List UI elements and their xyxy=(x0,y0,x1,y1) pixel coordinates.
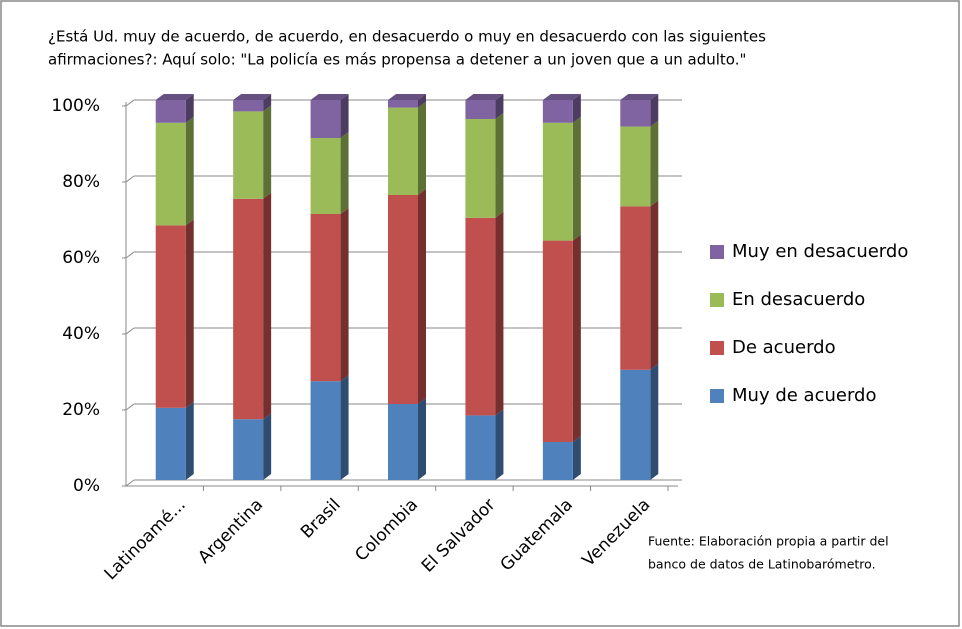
bar xyxy=(465,119,496,218)
bar-side xyxy=(263,192,272,420)
bar xyxy=(465,415,496,480)
grid-line xyxy=(125,99,135,107)
grid-line xyxy=(125,479,135,487)
bar xyxy=(310,214,341,382)
bar-side xyxy=(185,116,194,226)
bar-side xyxy=(572,94,581,123)
grid-line xyxy=(125,175,135,183)
y-tick-label: 40% xyxy=(62,324,100,344)
bar xyxy=(465,217,496,416)
legend-swatch xyxy=(710,293,724,307)
bar-side xyxy=(418,101,426,195)
bar xyxy=(542,100,573,123)
bar xyxy=(388,404,418,480)
bar xyxy=(155,407,186,480)
legend-swatch xyxy=(710,245,724,259)
bar xyxy=(233,111,264,199)
bar xyxy=(155,122,186,226)
bar-top xyxy=(155,94,194,100)
bar xyxy=(388,100,418,108)
bar xyxy=(388,107,418,195)
bar xyxy=(310,100,341,138)
bar xyxy=(233,100,264,112)
bar-side xyxy=(650,200,659,370)
y-tick-label: 0% xyxy=(73,476,100,496)
chart-title: afirmaciones?: Aquí solo: "La policía es… xyxy=(48,51,746,69)
grid-line xyxy=(125,251,135,259)
bar-side xyxy=(495,94,504,119)
bar-side xyxy=(495,113,504,218)
y-tick-label: 20% xyxy=(62,400,100,420)
bar-side xyxy=(340,132,349,214)
bar-side xyxy=(495,409,504,480)
bar xyxy=(310,381,341,480)
bar-side xyxy=(185,401,194,480)
bar-top xyxy=(310,94,349,100)
bar-side xyxy=(418,94,426,108)
bar-side xyxy=(263,94,272,112)
legend-label: En desacuerdo xyxy=(732,289,865,310)
bar xyxy=(620,126,651,207)
bar-side xyxy=(263,105,272,199)
bar-side xyxy=(572,116,581,241)
bar xyxy=(310,138,341,214)
legend-label: Muy en desacuerdo xyxy=(732,241,908,262)
bar-side xyxy=(340,94,349,138)
legend-swatch xyxy=(710,389,724,403)
bar xyxy=(233,198,264,420)
y-tick-label: 80% xyxy=(62,172,100,192)
bar-top xyxy=(465,94,504,100)
source-note: Fuente: Elaboración propia a partir del xyxy=(648,534,889,549)
bar-side xyxy=(185,219,194,408)
bar xyxy=(542,240,573,442)
bar-side xyxy=(650,94,659,127)
bar xyxy=(155,225,186,408)
bar xyxy=(620,100,651,127)
bar-top xyxy=(233,94,272,100)
legend-swatch xyxy=(710,341,724,355)
bar-side xyxy=(185,94,194,123)
bar-side xyxy=(572,234,581,442)
bar-top xyxy=(620,94,659,100)
bar-side xyxy=(418,189,426,404)
bar xyxy=(542,442,573,480)
bar xyxy=(620,206,651,370)
bar-side xyxy=(340,208,349,382)
grid-line xyxy=(125,327,135,335)
bar-side xyxy=(495,211,504,416)
bar xyxy=(465,100,496,119)
y-tick-label: 100% xyxy=(51,96,100,116)
grid-line xyxy=(125,403,135,411)
bar xyxy=(155,100,186,123)
y-tick-label: 60% xyxy=(62,248,100,268)
source-note: banco de datos de Latinobarómetro. xyxy=(648,557,876,572)
bar xyxy=(620,369,651,480)
bar-side xyxy=(572,436,581,480)
bar xyxy=(388,195,418,404)
bar-side xyxy=(650,120,659,207)
bar-side xyxy=(340,375,349,480)
chart-title: ¿Está Ud. muy de acuerdo, de acuerdo, en… xyxy=(48,28,766,46)
legend-label: Muy de acuerdo xyxy=(732,385,876,406)
bar-top xyxy=(542,94,581,100)
bar-side xyxy=(650,363,659,480)
bar-side xyxy=(263,413,272,480)
bar-side xyxy=(418,398,426,480)
legend-label: De acuerdo xyxy=(732,337,836,358)
bar xyxy=(542,122,573,241)
bar-top xyxy=(388,94,426,100)
bar xyxy=(233,419,264,480)
